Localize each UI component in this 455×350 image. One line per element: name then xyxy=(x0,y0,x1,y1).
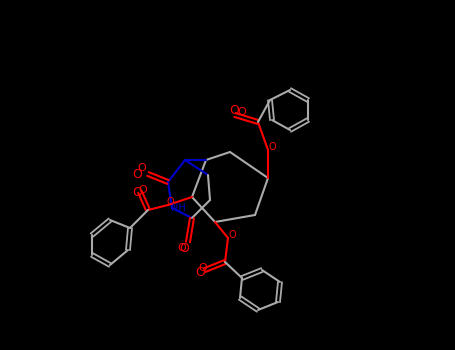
Text: O: O xyxy=(238,107,246,117)
Text: O: O xyxy=(139,185,147,195)
Text: O: O xyxy=(132,168,142,181)
Text: O: O xyxy=(228,230,236,240)
Text: O: O xyxy=(137,163,147,173)
Text: O: O xyxy=(195,266,205,279)
Text: O: O xyxy=(132,186,142,198)
Text: NH: NH xyxy=(171,203,185,213)
Text: O: O xyxy=(177,243,187,253)
Text: O: O xyxy=(199,263,207,273)
Text: O: O xyxy=(179,241,189,254)
Text: O: O xyxy=(229,104,239,117)
Text: O: O xyxy=(166,197,174,207)
Text: O: O xyxy=(268,142,276,152)
